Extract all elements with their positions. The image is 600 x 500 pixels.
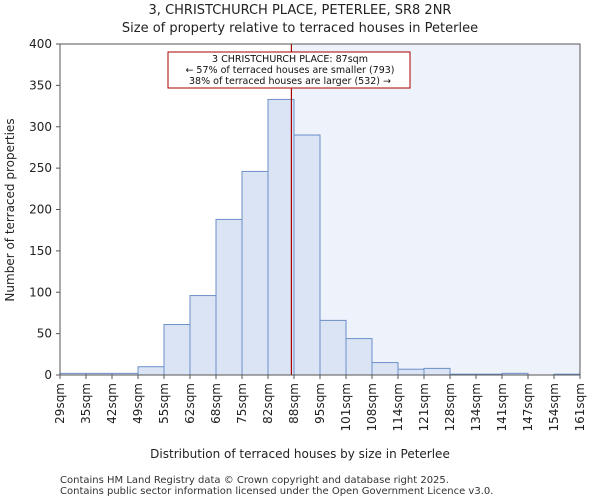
bar-55sqm (163, 324, 191, 376)
bar-95sqm (319, 319, 347, 376)
x-tick-label: 95sqm (313, 383, 327, 424)
x-tick-label: 68sqm (209, 383, 223, 424)
bar-68sqm (215, 218, 243, 376)
chart-subtitle: Size of property relative to terraced ho… (122, 21, 478, 36)
y-axis-ticks: 0 50 100 150 200 250 300 350 400 (29, 37, 60, 382)
annotation-line-2: ← 57% of terraced houses are smaller (79… (185, 65, 394, 76)
x-axis-label: Distribution of terraced houses by size … (150, 447, 450, 461)
x-tick-label: 35sqm (79, 383, 93, 424)
x-tick-label: 62sqm (183, 383, 197, 424)
property-annotation: 3 CHRISTCHURCH PLACE: 87sqm ← 57% of ter… (167, 51, 411, 89)
x-tick-label: 161sqm (573, 383, 587, 431)
y-tick-label: 0 (44, 368, 52, 382)
annotation-line-1: 3 CHRISTCHURCH PLACE: 87sqm (212, 54, 368, 65)
y-tick-label: 400 (29, 37, 52, 51)
x-tick-label: 55sqm (157, 383, 171, 424)
bar-101sqm (345, 338, 373, 376)
x-axis-ticks: 29sqm 35sqm 42sqm 49sqm 55sqm 62sqm 68sqm 75sqm… (53, 375, 587, 431)
bar-114sqm (397, 368, 425, 376)
x-tick-label: 75sqm (235, 383, 249, 424)
bar-75sqm (241, 170, 269, 376)
y-tick-label: 200 (29, 203, 52, 217)
x-tick-label: 128sqm (443, 383, 457, 431)
annotation-line-3: 38% of terraced houses are larger (532) … (189, 76, 391, 87)
bar-49sqm (137, 366, 165, 376)
x-tick-label: 88sqm (287, 383, 301, 424)
x-tick-label: 82sqm (261, 383, 275, 424)
y-tick-label: 250 (29, 161, 52, 175)
x-tick-label: 141sqm (495, 383, 509, 431)
bar-88sqm (293, 134, 321, 376)
bars-group (59, 98, 581, 376)
x-tick-label: 108sqm (365, 383, 379, 431)
x-tick-label: 49sqm (131, 383, 145, 424)
x-tick-label: 101sqm (339, 383, 353, 431)
x-tick-label: 42sqm (105, 383, 119, 424)
y-tick-label: 350 (29, 78, 52, 92)
y-axis-label: Number of terraced properties (3, 118, 17, 301)
footer-line-2: Contains public sector information licen… (60, 486, 493, 497)
x-tick-label: 114sqm (391, 383, 405, 431)
plot-area: 0 50 100 150 200 250 300 350 400 29sqm 35sqm 42sqm… (29, 37, 587, 431)
annotation-box (167, 51, 411, 89)
x-tick-label: 29sqm (53, 383, 67, 424)
footer-line-1: Contains HM Land Registry data © Crown c… (60, 475, 449, 486)
x-tick-label: 147sqm (521, 383, 535, 431)
y-tick-label: 300 (29, 120, 52, 134)
larger-region (291, 44, 580, 375)
y-tick-label: 150 (29, 244, 52, 258)
bar-108sqm (371, 362, 399, 376)
x-tick-label: 121sqm (417, 383, 431, 431)
chart-title: 3, CHRISTCHURCH PLACE, PETERLEE, SR8 2NR (149, 3, 452, 18)
x-tick-label: 154sqm (547, 383, 561, 431)
bar-82sqm (267, 98, 295, 376)
y-tick-label: 50 (37, 327, 52, 341)
y-tick-label: 100 (29, 285, 52, 299)
bar-62sqm (189, 295, 217, 376)
bar-121sqm (423, 367, 451, 376)
x-tick-label: 134sqm (469, 383, 483, 431)
